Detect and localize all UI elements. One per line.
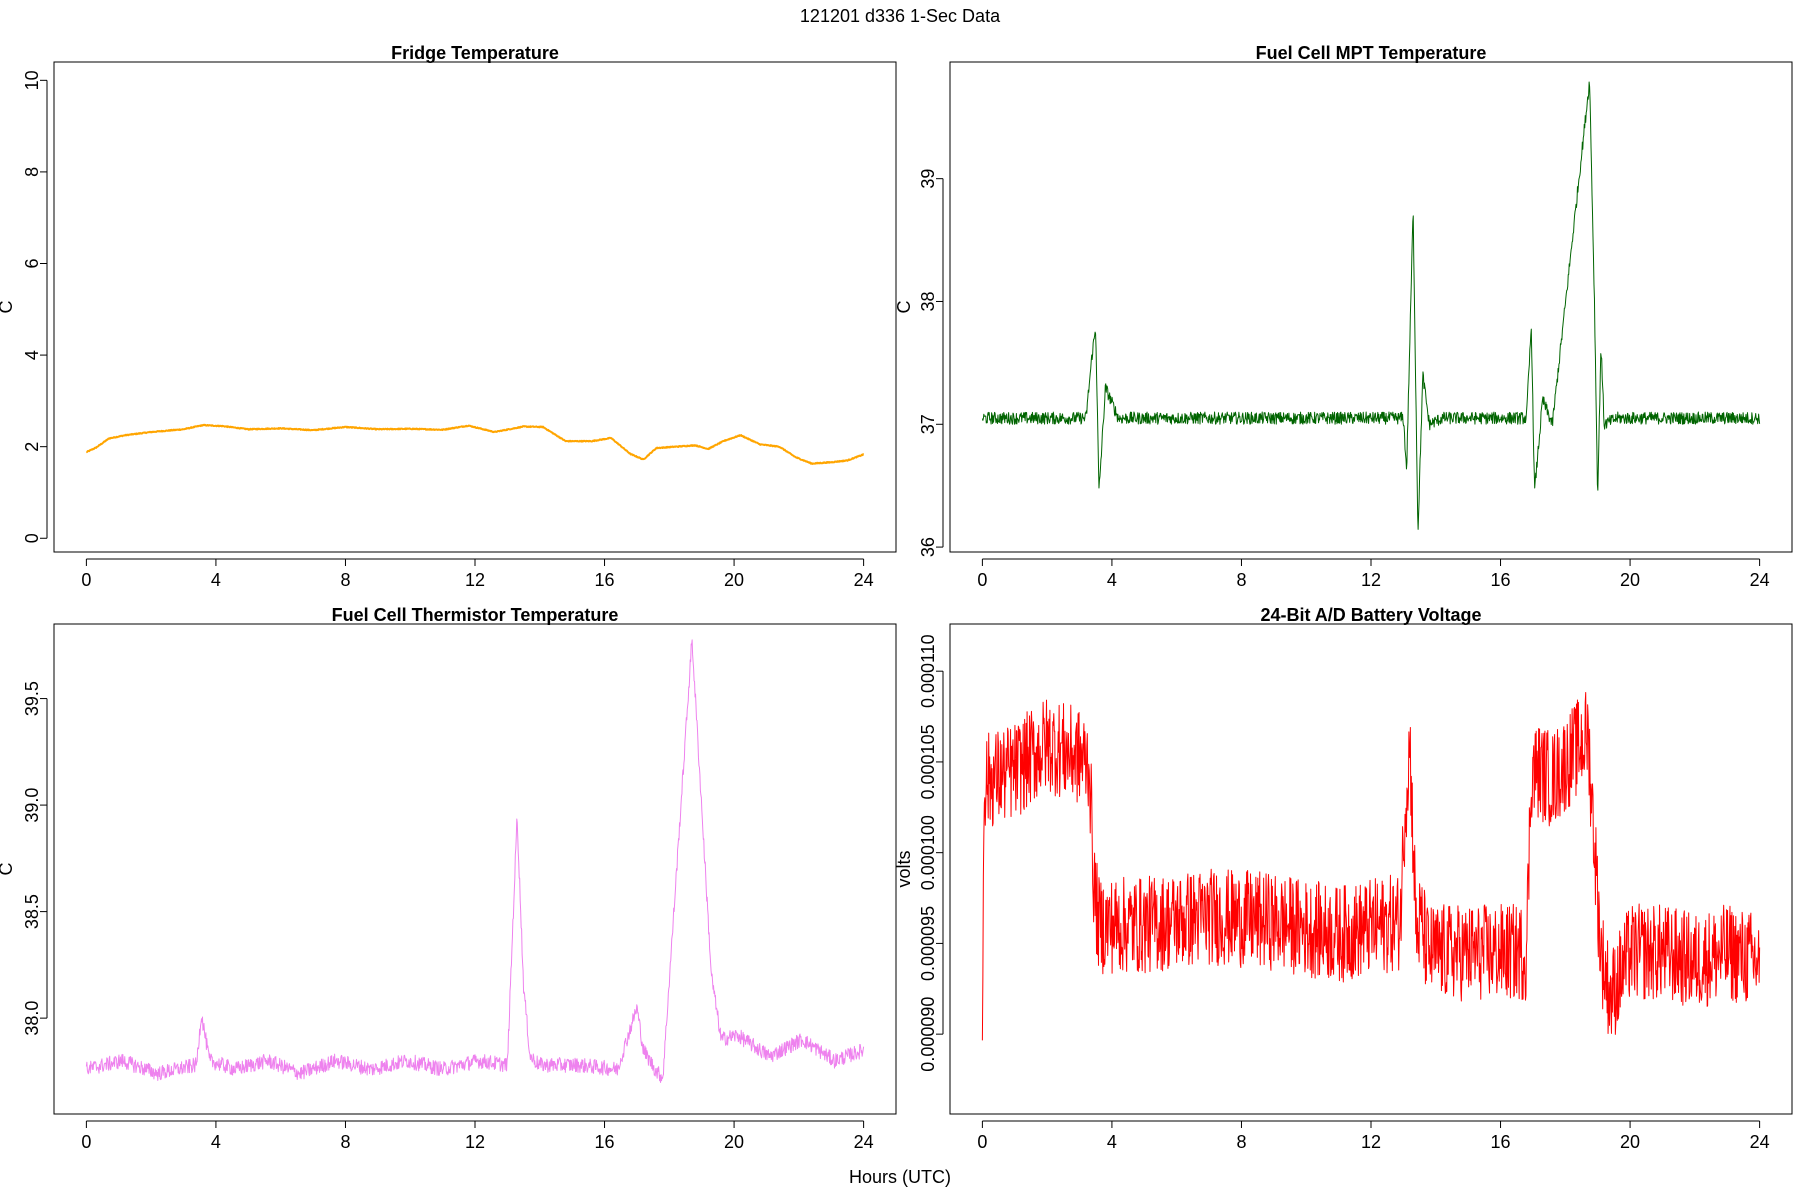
series-line bbox=[85, 639, 865, 1083]
y-tick-label: 38.5 bbox=[22, 894, 42, 929]
x-tick-label: 16 bbox=[595, 1132, 615, 1152]
chart-title: 24-Bit A/D Battery Voltage bbox=[1260, 605, 1481, 625]
x-tick-label: 8 bbox=[1236, 1132, 1246, 1152]
x-tick-label: 20 bbox=[724, 570, 744, 590]
y-tick-label: 0 bbox=[22, 533, 42, 543]
x-tick-label: 16 bbox=[595, 570, 615, 590]
x-tick-label: 12 bbox=[465, 1132, 485, 1152]
x-tick-label: 0 bbox=[977, 1132, 987, 1152]
plot-frame bbox=[53, 61, 897, 553]
x-tick-label: 24 bbox=[1750, 570, 1770, 590]
y-tick-label: 8 bbox=[22, 167, 42, 177]
x-tick-label: 4 bbox=[1107, 570, 1117, 590]
y-axis-label: C bbox=[894, 301, 914, 314]
y-tick-label: 0.000095 bbox=[918, 906, 938, 981]
x-tick-label: 16 bbox=[1491, 570, 1511, 590]
x-tick-label: 4 bbox=[1107, 1132, 1117, 1152]
y-axis-label: C bbox=[0, 301, 16, 314]
x-tick-label: 0 bbox=[81, 570, 91, 590]
x-tick-label: 24 bbox=[1750, 1132, 1770, 1152]
x-tick-label: 24 bbox=[854, 1132, 874, 1152]
x-tick-label: 16 bbox=[1491, 1132, 1511, 1152]
y-tick-label: 6 bbox=[22, 258, 42, 268]
series-line bbox=[981, 691, 1761, 1041]
x-tick-label: 20 bbox=[724, 1132, 744, 1152]
x-tick-label: 4 bbox=[211, 570, 221, 590]
x-tick-label: 8 bbox=[340, 570, 350, 590]
figure-xlabel: Hours (UTC) bbox=[849, 1167, 951, 1187]
x-tick-label: 20 bbox=[1620, 1132, 1640, 1152]
chart-panel-1: Fridge TemperatureC048121620240246810 bbox=[0, 43, 897, 590]
y-tick-label: 39 bbox=[918, 169, 938, 189]
y-tick-label: 38.0 bbox=[22, 1001, 42, 1036]
y-axis-label: C bbox=[0, 863, 16, 876]
chart-panel-3: Fuel Cell Thermistor Temperature C 0 4 8 12 16… bbox=[0, 605, 897, 1152]
plot-frame bbox=[949, 623, 1793, 1115]
x-tick-label: 8 bbox=[1236, 570, 1246, 590]
y-tick-label: 4 bbox=[22, 350, 42, 360]
chart-panels: Fridge TemperatureC048121620240246810Fue… bbox=[0, 43, 1793, 1152]
series-line bbox=[981, 81, 1761, 530]
y-tick-label: 0.000090 bbox=[918, 997, 938, 1072]
y-tick-label: 38 bbox=[918, 291, 938, 311]
x-tick-label: 0 bbox=[81, 1132, 91, 1152]
x-tick-label: 20 bbox=[1620, 570, 1640, 590]
figure-title: 121201 d336 1-Sec Data bbox=[800, 6, 1001, 26]
x-tick-label: 4 bbox=[211, 1132, 221, 1152]
y-tick-label: 10 bbox=[22, 70, 42, 90]
chart-title: Fuel Cell Thermistor Temperature bbox=[332, 605, 619, 625]
y-tick-label: 0.000100 bbox=[918, 815, 938, 890]
chart-panel-2: Fuel Cell MPT Temperature C 0 4 8 12 16 20 24 36 3… bbox=[894, 43, 1793, 590]
y-tick-label: 0.000105 bbox=[918, 724, 938, 799]
chart-panel-4: 24-Bit A/D Battery Voltage volts 0 4 8 12 16 20… bbox=[894, 605, 1793, 1152]
chart-title: Fuel Cell MPT Temperature bbox=[1256, 43, 1487, 63]
x-tick-label: 8 bbox=[340, 1132, 350, 1152]
plot-frame bbox=[53, 623, 897, 1115]
y-tick-label: 2 bbox=[22, 442, 42, 452]
y-tick-label: 36 bbox=[918, 537, 938, 557]
x-tick-label: 12 bbox=[1361, 570, 1381, 590]
y-tick-label: 39.5 bbox=[22, 681, 42, 716]
chart-title: Fridge Temperature bbox=[391, 43, 559, 63]
x-tick-label: 12 bbox=[1361, 1132, 1381, 1152]
series-line bbox=[85, 423, 865, 465]
x-tick-label: 0 bbox=[977, 570, 987, 590]
x-tick-label: 12 bbox=[465, 570, 485, 590]
x-tick-label: 24 bbox=[854, 570, 874, 590]
y-tick-label: 37 bbox=[918, 414, 938, 434]
y-tick-label: 0.000110 bbox=[918, 634, 938, 708]
y-tick-label: 39.0 bbox=[22, 788, 42, 823]
plot-frame bbox=[949, 61, 1793, 553]
y-axis-label: volts bbox=[894, 850, 914, 887]
